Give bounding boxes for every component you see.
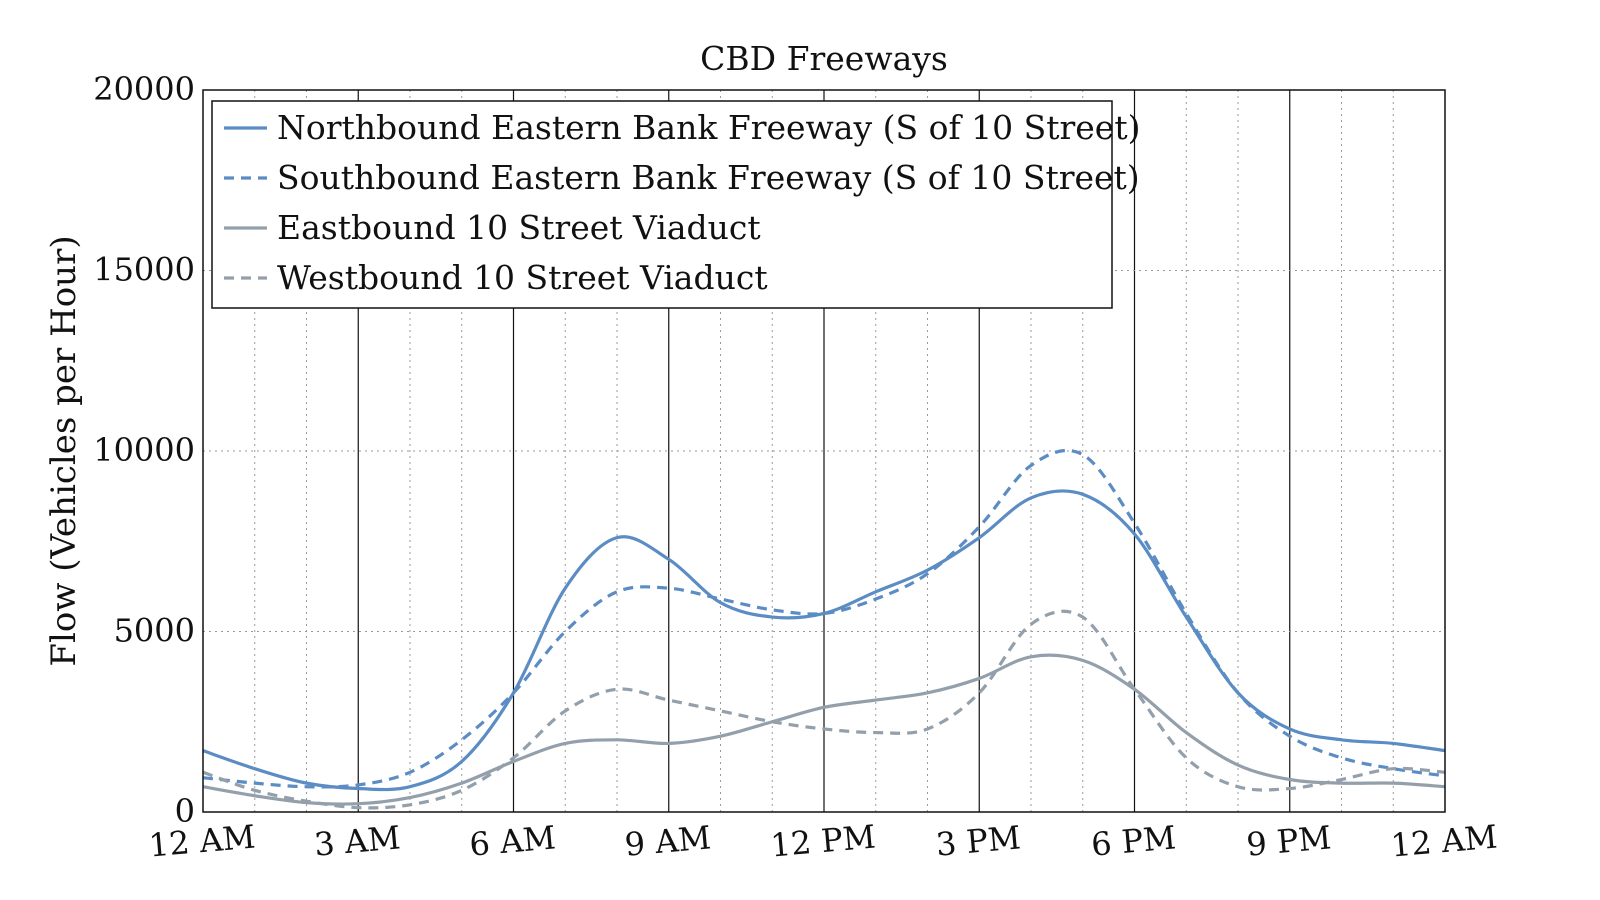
chart-title: CBD Freeways <box>700 39 948 78</box>
plot-area-frame <box>202 89 1446 813</box>
series-line-southbound-eastern-bank-freeway-s-of-10-street <box>202 448 1446 789</box>
legend: Northbound Eastern Bank Freeway (S of 10… <box>211 100 1140 309</box>
x-tick-label: 12 AM <box>1389 817 1499 864</box>
y-axis-ticks: 0 5000 10000 15000 20000 <box>93 70 195 830</box>
y-tick-label: 0 <box>175 792 195 830</box>
legend-label: Westbound 10 Street Viaduct <box>277 258 768 297</box>
y-tick-label: 15000 <box>93 251 195 289</box>
legend-label: Eastbound 10 Street Viaduct <box>277 208 761 247</box>
legend-label: Southbound Eastern Bank Freeway (S of 10… <box>277 158 1140 197</box>
legend-label: Northbound Eastern Bank Freeway (S of 10… <box>277 108 1140 147</box>
y-axis-label: Flow (Vehicles per Hour) <box>44 235 84 666</box>
x-tick-label: 6 PM <box>1090 818 1178 863</box>
y-tick-label: 10000 <box>93 431 195 469</box>
x-tick-label: 12 AM <box>147 817 257 864</box>
x-tick-label: 9 PM <box>1245 818 1333 863</box>
y-tick-label: 20000 <box>93 70 195 108</box>
legend-entries: Northbound Eastern Bank Freeway (S of 10… <box>224 108 1140 297</box>
x-tick-label: 9 AM <box>623 818 712 863</box>
x-tick-label: 3 PM <box>934 818 1022 863</box>
x-axis-ticks: 12 AM 3 AM 6 AM 9 AM 12 PM 3 PM 6 PM 9 PM 12 AM <box>147 817 1499 864</box>
series-line-westbound-10-street-viaduct <box>202 609 1446 810</box>
series-lines <box>202 448 1446 810</box>
y-tick-label: 5000 <box>114 612 195 650</box>
legend-box <box>211 100 1113 309</box>
series-line-eastbound-10-street-viaduct <box>202 653 1446 806</box>
x-tick-label: 12 PM <box>769 818 877 865</box>
x-tick-label: 6 AM <box>468 818 557 863</box>
x-tick-label: 3 AM <box>313 818 402 863</box>
